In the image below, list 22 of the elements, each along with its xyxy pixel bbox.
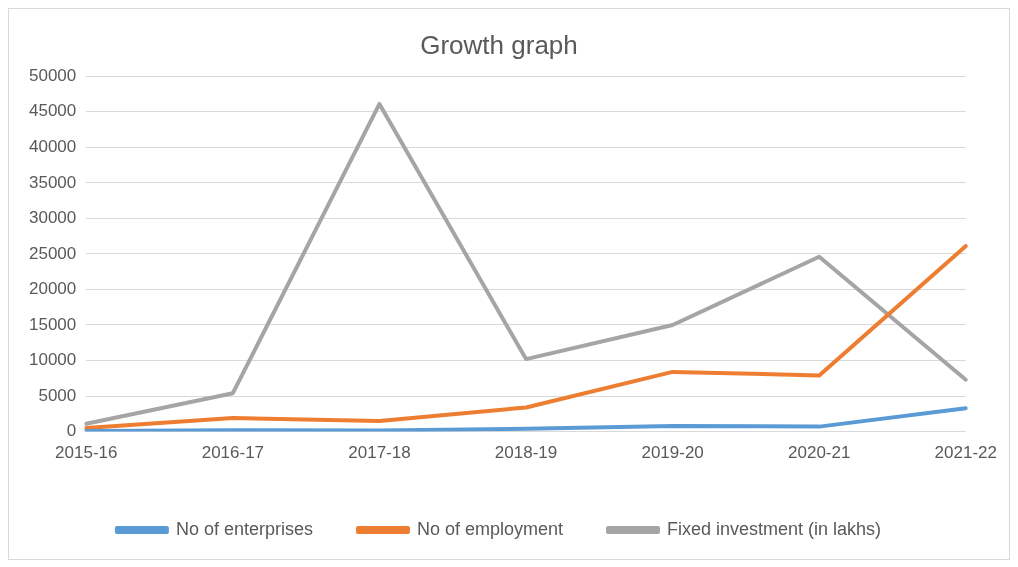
x-tick-label: 2018-19 xyxy=(494,443,558,463)
x-tick-label: 2016-17 xyxy=(201,443,265,463)
y-tick-label: 0 xyxy=(66,421,77,441)
y-tick-label: 10000 xyxy=(28,350,77,370)
y-tick-label: 5000 xyxy=(38,385,77,405)
x-tick-label: 2017-18 xyxy=(348,443,411,463)
y-tick-label: 20000 xyxy=(28,279,77,299)
y-tick-label: 15000 xyxy=(28,314,77,334)
legend-label: No of employment xyxy=(416,518,564,539)
y-tick-label: 25000 xyxy=(28,243,77,263)
x-tick-label: 2019-20 xyxy=(641,443,704,463)
y-tick-label: 40000 xyxy=(28,136,77,156)
y-tick-label: 30000 xyxy=(28,208,77,228)
x-tick-label: 2020-21 xyxy=(788,443,851,463)
y-tick-label: 35000 xyxy=(28,172,77,192)
y-tick-label: 45000 xyxy=(28,101,77,121)
chart-title: Growth graph xyxy=(420,29,578,60)
y-tick-label: 50000 xyxy=(28,65,77,85)
legend-label: Fixed investment (in lakhs) xyxy=(667,518,882,539)
x-tick-label: 2015-16 xyxy=(55,443,118,463)
legend-label: No of enterprises xyxy=(175,518,313,539)
x-tick-label: 2021-22 xyxy=(934,443,997,463)
